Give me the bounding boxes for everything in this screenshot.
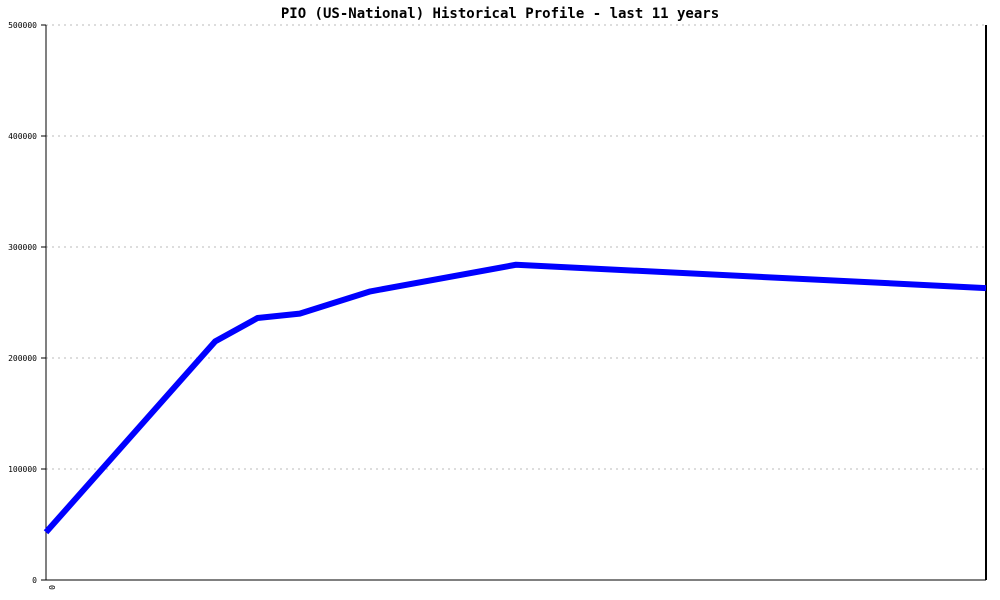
x-tick-label: 0	[47, 585, 56, 590]
y-tick-label: 100000	[8, 465, 37, 474]
y-tick-label: 400000	[8, 132, 37, 141]
y-tick-label: 300000	[8, 243, 37, 252]
y-tick-label: 500000	[8, 21, 37, 30]
chart-title: PIO (US-National) Historical Profile - l…	[281, 6, 719, 22]
y-tick-label: 200000	[8, 354, 37, 363]
series-line	[43, 261, 987, 535]
y-tick-label: 0	[32, 576, 37, 585]
